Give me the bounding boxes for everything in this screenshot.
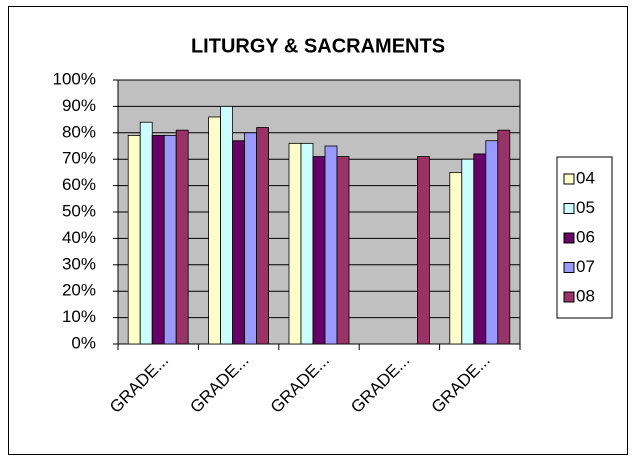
y-tick-label: 80% (62, 122, 96, 141)
legend-label: 07 (576, 257, 595, 276)
y-tick-label: 70% (62, 149, 96, 168)
bar (312, 156, 326, 345)
y-tick-label: 30% (62, 254, 96, 273)
legend-swatch (563, 173, 575, 185)
bar (232, 140, 246, 345)
bar (497, 129, 511, 345)
bar (288, 142, 302, 345)
bar (244, 132, 258, 345)
bar (256, 127, 270, 345)
bar (416, 156, 430, 345)
bar (139, 121, 153, 345)
legend-swatch (563, 203, 575, 214)
bar (175, 129, 189, 345)
y-tick-label: 90% (62, 96, 96, 115)
bar (324, 145, 338, 345)
bar (151, 135, 165, 345)
y-tick-label: 50% (62, 201, 96, 220)
legend-label: 04 (576, 168, 595, 187)
bar (300, 142, 314, 345)
y-tick-label: 100% (53, 69, 96, 88)
legend-swatch (563, 291, 575, 303)
bar (336, 156, 350, 345)
bar (473, 153, 487, 345)
legend-label: 05 (576, 198, 595, 217)
y-tick-label: 0% (71, 333, 96, 352)
legend-label: 08 (576, 286, 595, 305)
legend-swatch (563, 262, 575, 273)
bar (127, 135, 141, 345)
y-tick-label: 40% (62, 228, 96, 247)
y-tick-label: 20% (62, 281, 96, 300)
legend-label: 06 (576, 227, 595, 246)
y-tick-label: 10% (62, 307, 96, 326)
chart-title: LITURGY & SACRAMENTS (191, 35, 445, 57)
bar (461, 158, 475, 345)
bar (449, 171, 463, 345)
bar (208, 116, 222, 345)
bar (220, 106, 234, 345)
legend-swatch (563, 232, 575, 244)
bar (485, 140, 499, 345)
y-tick-label: 60% (62, 175, 96, 194)
bar (163, 135, 177, 345)
